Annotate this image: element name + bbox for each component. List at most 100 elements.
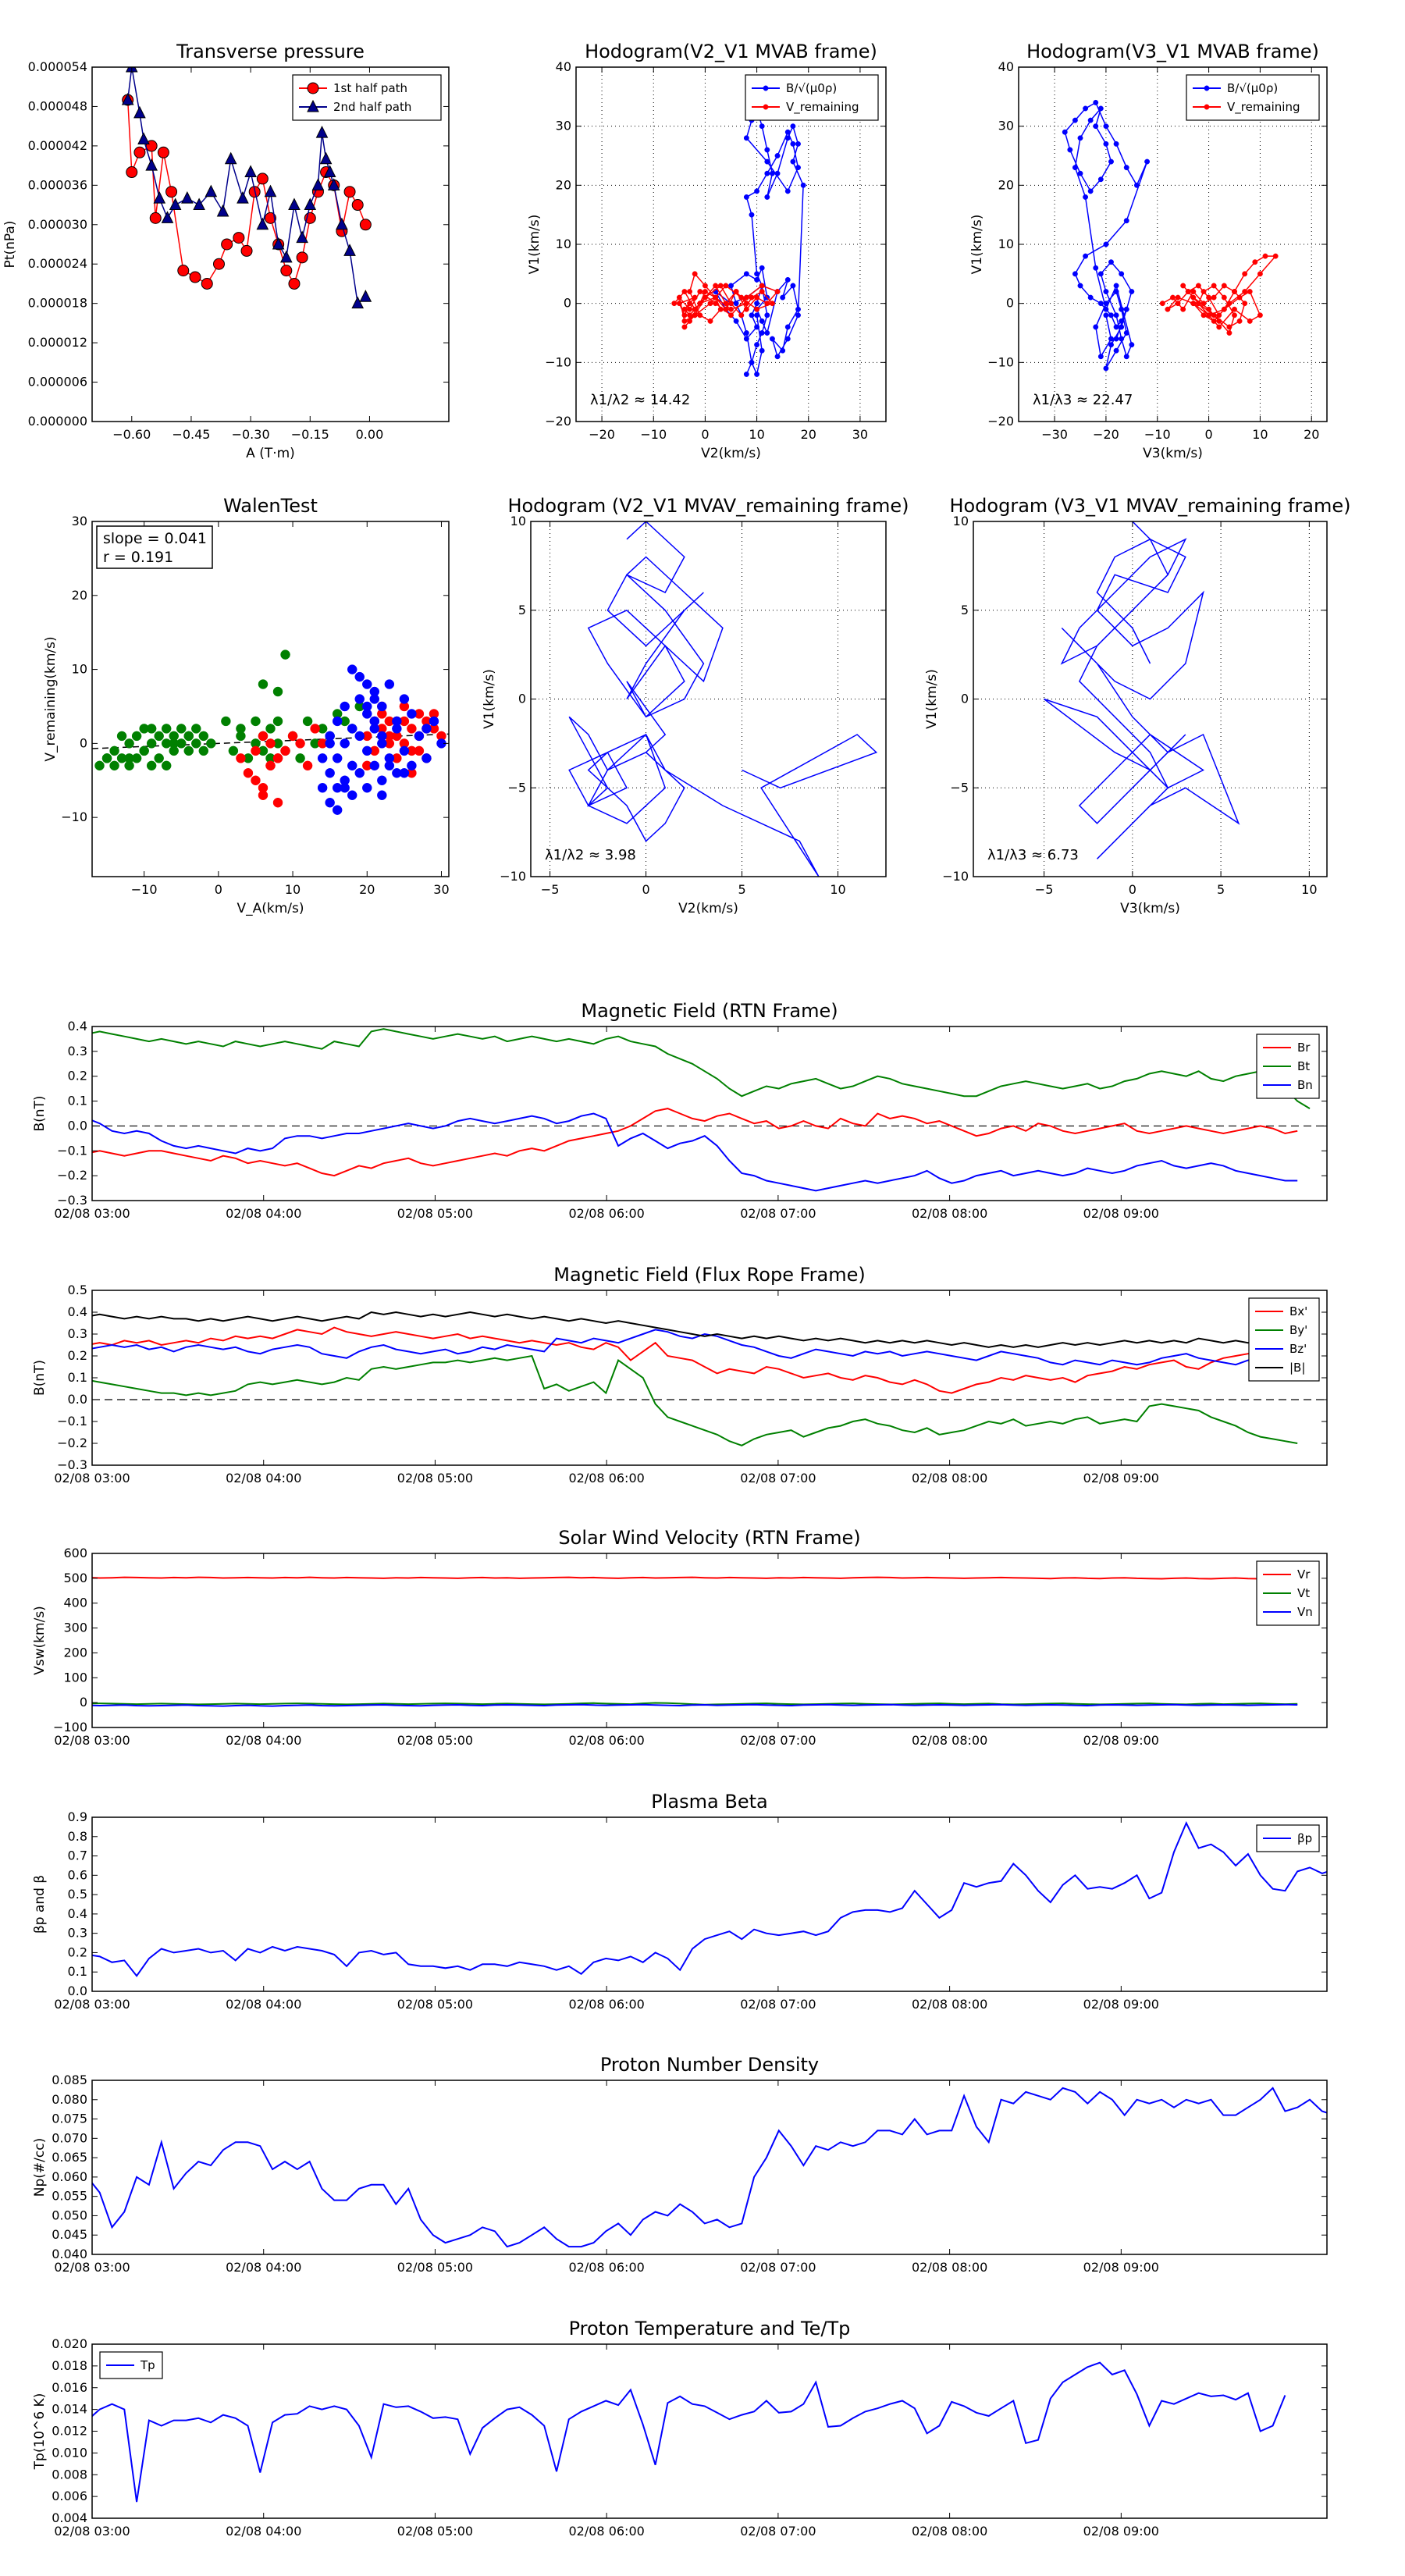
data-point bbox=[146, 738, 157, 749]
data-point bbox=[1211, 283, 1217, 289]
y-axis-label: Vsw(km/s) bbox=[32, 1606, 48, 1675]
data-point bbox=[332, 716, 343, 727]
data-point bbox=[216, 204, 229, 217]
data-point bbox=[251, 745, 261, 756]
data-point bbox=[1087, 117, 1094, 123]
data-point bbox=[754, 188, 760, 194]
y-tick-label: 40 bbox=[556, 59, 571, 74]
data-point bbox=[137, 132, 150, 144]
y-tick-label: 0.0 bbox=[68, 1984, 87, 1998]
y-tick-label: 0.000054 bbox=[28, 59, 87, 74]
chart-np: 02/08 03:00 02/08 04:00 02/08 05:00 02/08 0… bbox=[32, 2054, 1328, 2275]
y-tick-label: 0.2 bbox=[68, 1944, 87, 1959]
data-point bbox=[288, 197, 301, 211]
x-tick-label: 10 bbox=[1252, 427, 1268, 442]
legend-label: Vt bbox=[1297, 1586, 1310, 1600]
data-point bbox=[340, 783, 350, 793]
data-point bbox=[1175, 301, 1181, 307]
data-point bbox=[295, 738, 305, 749]
data-point bbox=[193, 197, 205, 211]
data-point bbox=[332, 805, 343, 815]
y-tick-label: 0.008 bbox=[52, 2467, 87, 2482]
x-tick-label: 02/08 07:00 bbox=[740, 1997, 816, 2012]
data-point bbox=[221, 238, 233, 251]
x-tick-label: 02/08 03:00 bbox=[54, 1733, 130, 1748]
x-tick-label: −10 bbox=[640, 427, 667, 442]
y-tick-label: 30 bbox=[72, 514, 87, 528]
x-tick-label: 02/08 04:00 bbox=[226, 1733, 301, 1748]
y-tick-label: 10 bbox=[72, 662, 87, 677]
data-point bbox=[1221, 283, 1227, 289]
data-point bbox=[359, 219, 372, 231]
data-point bbox=[354, 768, 365, 778]
x-tick-label: 02/08 04:00 bbox=[226, 2260, 301, 2275]
data-point bbox=[161, 724, 172, 734]
x-tick-label: 02/08 08:00 bbox=[912, 2524, 987, 2539]
data-point bbox=[687, 289, 693, 294]
x-tick-label: 02/08 09:00 bbox=[1083, 1206, 1159, 1221]
legend: Br Bt Bn bbox=[1256, 1034, 1320, 1099]
x-tick-label: 02/08 09:00 bbox=[1083, 1471, 1159, 1485]
chart-title: WalenTest bbox=[223, 495, 318, 517]
y-tick-label: −10 bbox=[61, 809, 87, 824]
data-point bbox=[1108, 158, 1114, 165]
axes-frame bbox=[91, 1816, 1328, 1992]
data-point bbox=[1242, 301, 1248, 307]
data-point bbox=[1083, 105, 1089, 112]
data-point bbox=[124, 738, 134, 749]
data-point bbox=[258, 790, 269, 800]
data-point bbox=[272, 237, 285, 250]
data-point bbox=[707, 318, 713, 324]
series-line-b0 bbox=[1064, 101, 1148, 369]
data-point bbox=[1195, 283, 1201, 289]
data-point bbox=[243, 768, 254, 778]
data-point bbox=[362, 783, 372, 793]
data-point bbox=[733, 301, 739, 307]
data-point bbox=[169, 738, 179, 749]
x-tick-label: 02/08 08:00 bbox=[912, 2260, 987, 2275]
legend-label: Bx' bbox=[1289, 1304, 1307, 1318]
data-point bbox=[754, 301, 760, 307]
data-point bbox=[354, 671, 365, 682]
data-point bbox=[362, 701, 372, 712]
legend-label: βp bbox=[1297, 1831, 1312, 1845]
data-point bbox=[1190, 294, 1197, 301]
data-point bbox=[1097, 301, 1104, 307]
data-point bbox=[676, 301, 682, 307]
x-tick-label: −0.45 bbox=[172, 427, 210, 442]
data-point bbox=[754, 342, 760, 348]
data-point bbox=[1119, 271, 1125, 277]
x-axis-label: V_A(km/s) bbox=[237, 901, 304, 916]
data-point bbox=[738, 312, 745, 318]
data-point bbox=[1119, 306, 1125, 312]
data-point bbox=[206, 738, 216, 749]
data-point bbox=[139, 745, 149, 756]
y-axis-label: V1(km/s) bbox=[924, 669, 940, 729]
data-point bbox=[224, 151, 237, 165]
legend-box bbox=[1248, 1297, 1320, 1382]
data-point bbox=[1190, 301, 1197, 307]
plot-area bbox=[121, 67, 372, 309]
chart-title: Magnetic Field (Flux Rope Frame) bbox=[553, 1264, 865, 1286]
y-tick-label: 20 bbox=[556, 177, 571, 192]
legend-label: B/√(μ0ρ) bbox=[786, 81, 837, 95]
data-point bbox=[1119, 336, 1125, 342]
data-point bbox=[201, 277, 213, 290]
data-point bbox=[1103, 289, 1109, 294]
y-tick-label: 30 bbox=[556, 119, 571, 133]
axes-frame bbox=[91, 521, 450, 877]
legend-label: 1st half path bbox=[333, 81, 407, 95]
data-point bbox=[743, 306, 749, 312]
y-tick-label: 0.3 bbox=[68, 1044, 87, 1059]
x-tick-label: 02/08 08:00 bbox=[912, 1997, 987, 2012]
legend-label: Bn bbox=[1297, 1078, 1313, 1092]
data-point bbox=[302, 716, 313, 727]
data-point bbox=[795, 141, 801, 147]
x-tick-label: 02/08 05:00 bbox=[397, 1206, 473, 1221]
data-point bbox=[717, 283, 724, 289]
axes-frame bbox=[530, 521, 887, 877]
y-tick-label: 0.0 bbox=[68, 1392, 87, 1407]
data-point bbox=[145, 158, 158, 171]
y-tick-label: 0.000030 bbox=[28, 217, 87, 232]
series-line-vn bbox=[92, 1703, 1298, 1707]
